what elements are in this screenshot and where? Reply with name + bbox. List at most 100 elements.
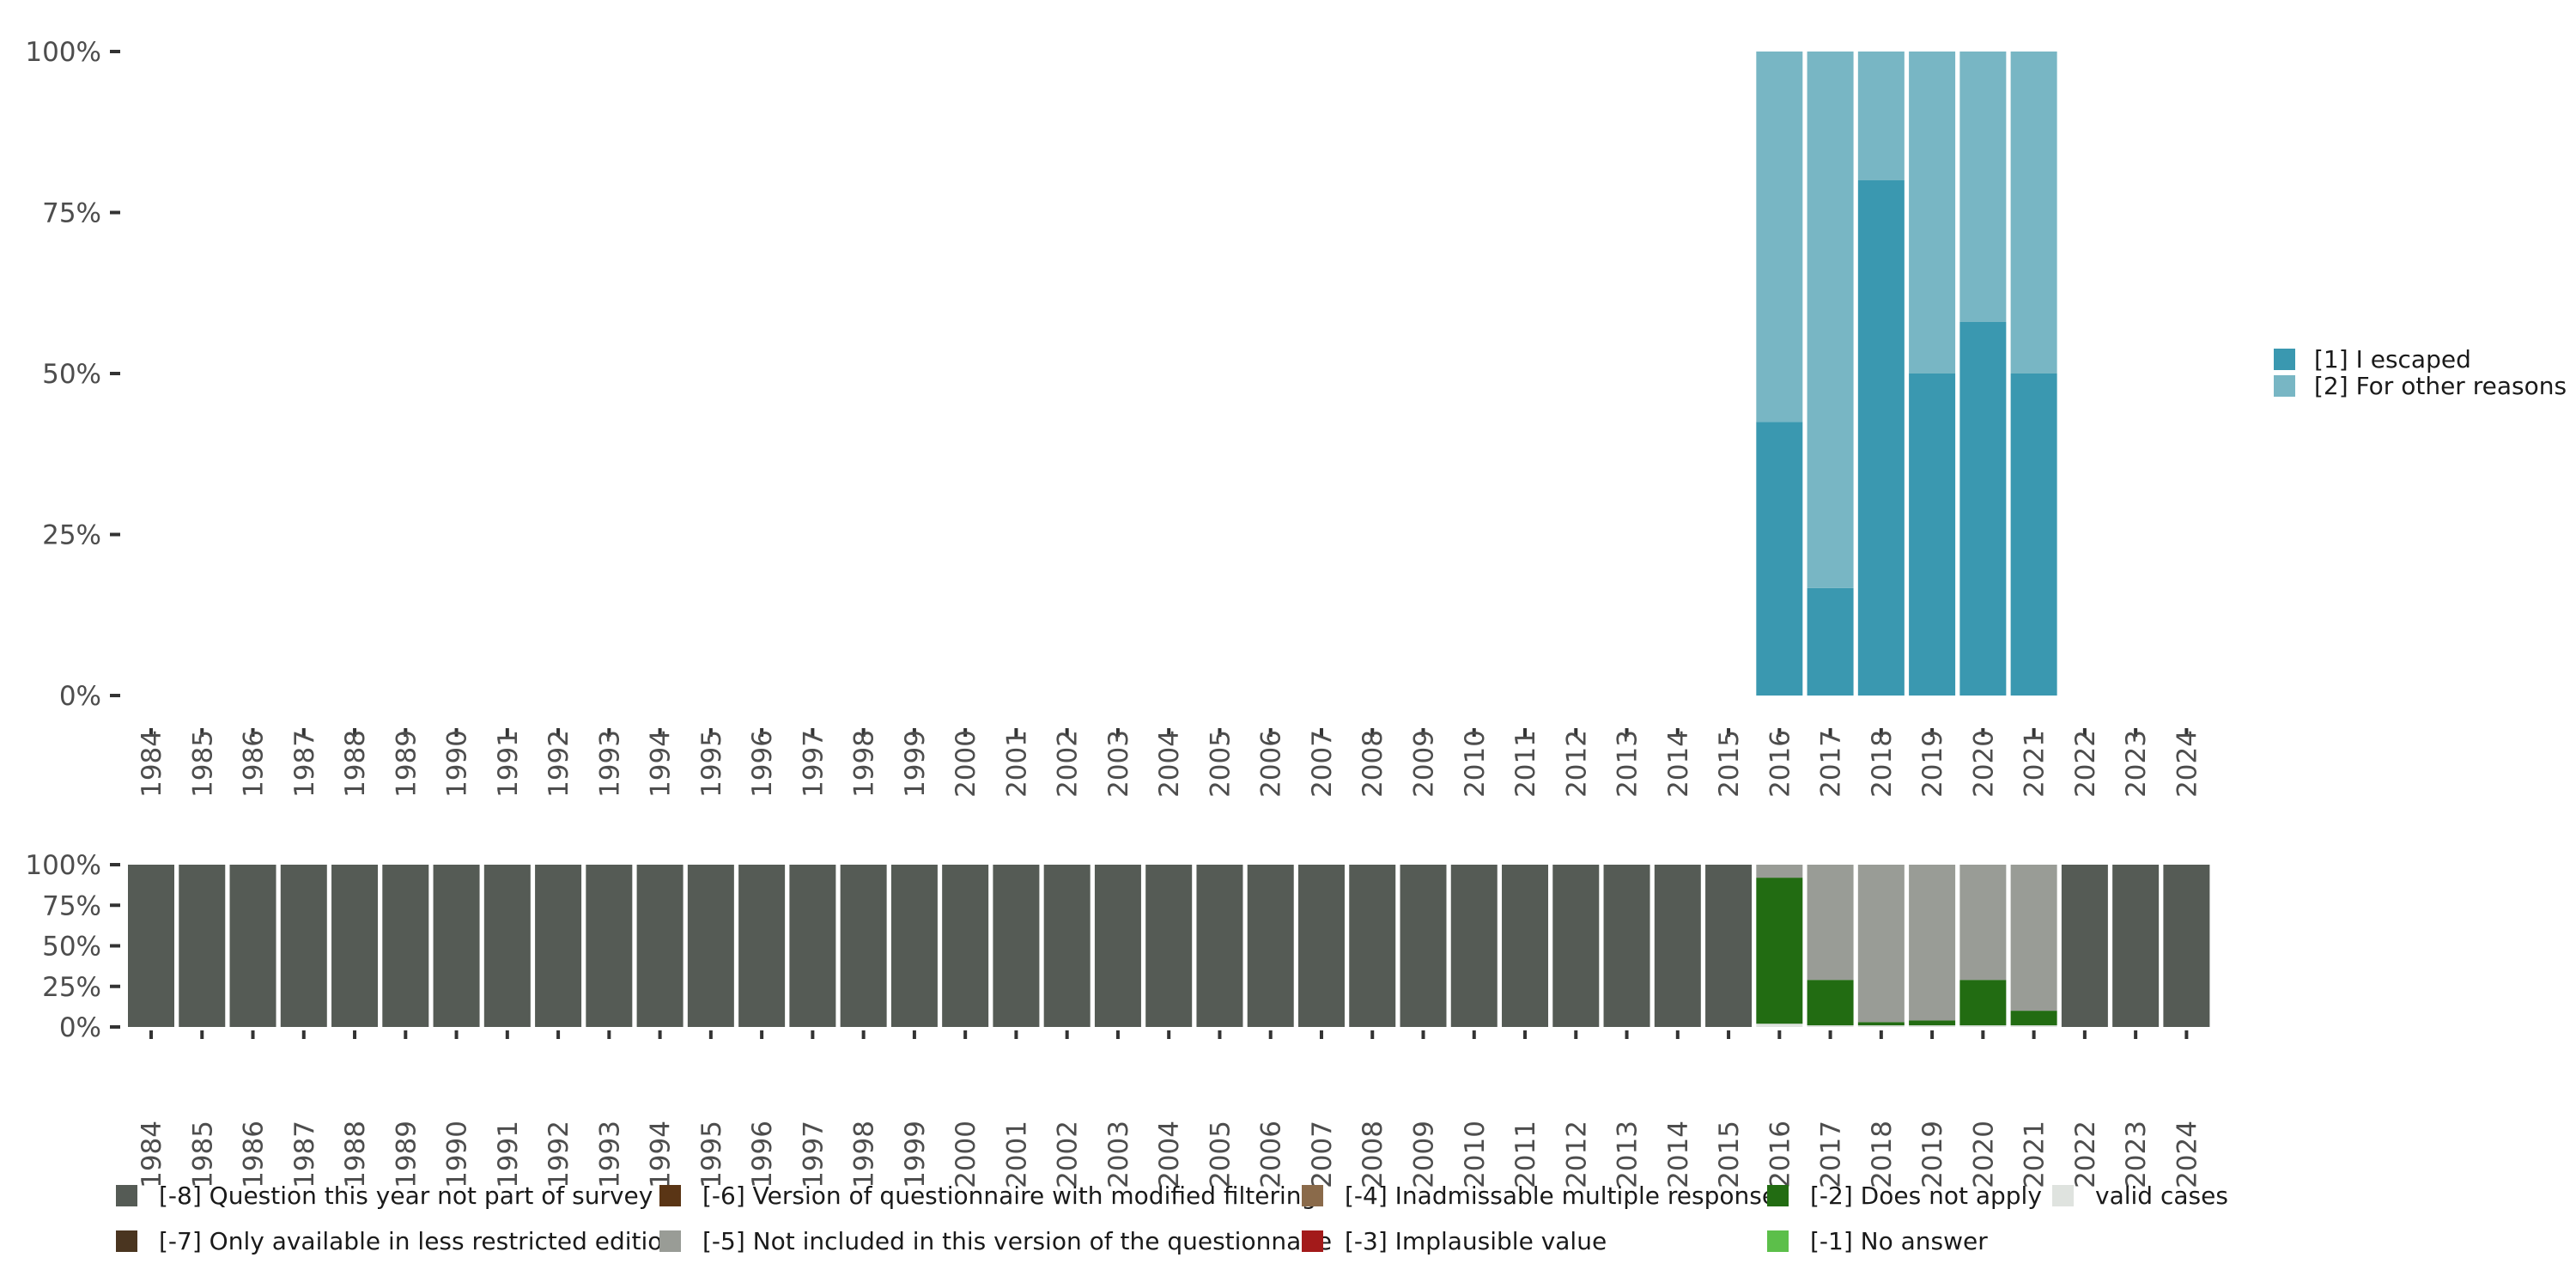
bar-segment	[1502, 865, 1549, 1027]
legend-label: [-3] Implausible value	[1345, 1227, 1607, 1255]
legend-label: [-4] Inadmissable multiple response	[1345, 1182, 1777, 1210]
bar-segment	[636, 865, 683, 1027]
x-tick-label: 2014	[1663, 730, 1694, 798]
x-tick-label: 1997	[798, 730, 829, 798]
x-tick-label: 2021	[2020, 1121, 2050, 1188]
y-tick-label: 25%	[42, 972, 101, 1003]
legend-swatch	[116, 1185, 137, 1206]
legend-label: [-5] Not included in this version of the…	[702, 1227, 1332, 1255]
x-tick-label: 1995	[696, 1121, 727, 1188]
x-tick-label: 1985	[187, 1121, 218, 1188]
legend-swatch	[659, 1185, 681, 1206]
x-tick-label: 2022	[2070, 730, 2101, 798]
bar-segment	[1196, 865, 1243, 1027]
x-tick-label: 1987	[289, 1121, 320, 1188]
x-tick-label: 1994	[646, 730, 677, 798]
x-tick-label: 2024	[2172, 1121, 2202, 1188]
bar-segment	[993, 865, 1040, 1027]
x-tick-label: 2017	[1816, 730, 1847, 798]
x-tick-label: 2019	[1917, 1121, 1948, 1188]
legend-swatch	[1767, 1230, 1789, 1252]
x-tick-label: 1989	[391, 1121, 422, 1188]
x-tick-label: 2010	[1460, 730, 1491, 798]
x-tick-label: 2003	[1103, 730, 1134, 798]
bar-segment	[1756, 422, 1803, 696]
bar-segment	[1247, 865, 1294, 1027]
bar-segment	[1959, 865, 2007, 981]
bar-segment	[535, 865, 582, 1027]
y-tick-label: 100%	[25, 850, 101, 881]
legend-label: [2] For other reasons	[2314, 372, 2567, 400]
bar-segment	[1909, 52, 1956, 374]
legend-swatch	[116, 1230, 137, 1252]
bar-segment	[382, 865, 429, 1027]
x-tick-label: 2005	[1205, 730, 1236, 798]
x-tick-label: 2014	[1663, 1121, 1694, 1188]
y-tick-label: 75%	[42, 890, 101, 921]
x-tick-label: 2013	[1613, 1121, 1643, 1188]
x-tick-label: 2001	[1001, 1121, 1032, 1188]
x-tick-label: 1990	[442, 1121, 473, 1188]
x-tick-label: 2019	[1917, 730, 1948, 798]
x-tick-label: 2016	[1765, 1121, 1795, 1188]
bar-segment	[1807, 980, 1854, 1026]
legend-swatch	[659, 1230, 681, 1252]
legend-label: valid cases	[2095, 1182, 2228, 1210]
x-tick-label: 2002	[1053, 730, 1084, 798]
x-tick-label: 1999	[900, 730, 931, 798]
x-tick-label: 2000	[951, 1121, 981, 1188]
x-tick-label: 2003	[1103, 1121, 1134, 1188]
x-tick-label: 2018	[1867, 1121, 1898, 1188]
bar-segment	[1909, 865, 1956, 1021]
legend-swatch	[2274, 349, 2295, 370]
y-tick-label: 50%	[42, 359, 101, 390]
bar-segment	[1857, 1025, 1905, 1027]
x-tick-label: 1984	[137, 730, 167, 798]
legend-label: [-8] Question this year not part of surv…	[159, 1182, 653, 1210]
x-tick-label: 2012	[1561, 730, 1592, 798]
bar-segment	[1959, 52, 2007, 322]
x-tick-label: 2015	[1714, 730, 1745, 798]
legend-label: [1] I escaped	[2314, 345, 2471, 374]
x-tick-label: 2007	[1307, 730, 1338, 798]
x-tick-label: 2007	[1307, 1121, 1338, 1188]
legend-swatch	[1767, 1185, 1789, 1206]
top-legend: [1] I escaped[2] For other reasons	[2274, 345, 2567, 400]
bar-segment	[2061, 865, 2108, 1027]
y-tick-label: 50%	[42, 932, 101, 963]
x-tick-label: 2023	[2121, 730, 2152, 798]
x-tick-label: 2008	[1358, 730, 1388, 798]
bar-segment	[2163, 865, 2210, 1027]
x-tick-label: 2004	[1154, 730, 1185, 798]
x-tick-label: 1998	[849, 1121, 880, 1188]
legend-swatch	[2052, 1185, 2074, 1206]
bar-segment	[2010, 374, 2057, 696]
bar-segment	[1857, 865, 1905, 1023]
bar-segment	[1857, 52, 1905, 180]
x-tick-label: 1999	[900, 1121, 931, 1188]
x-tick-label: 2008	[1358, 1121, 1388, 1188]
x-tick-label: 1986	[239, 730, 270, 798]
x-tick-label: 2009	[1409, 1121, 1440, 1188]
x-tick-label: 2011	[1510, 1121, 1541, 1188]
x-tick-label: 2024	[2172, 730, 2202, 798]
bar-segment	[2010, 52, 2057, 374]
bar-segment	[433, 865, 480, 1027]
x-tick-label: 1988	[340, 1121, 371, 1188]
x-tick-label: 1998	[849, 730, 880, 798]
x-tick-label: 1996	[747, 730, 778, 798]
legend-swatch	[1302, 1185, 1323, 1206]
x-tick-label: 2012	[1561, 1121, 1592, 1188]
x-tick-label: 2021	[2020, 730, 2050, 798]
bar-segment	[1959, 322, 2007, 696]
bar-segment	[1959, 1025, 2007, 1027]
x-tick-label: 1995	[696, 730, 727, 798]
bar-segment	[1756, 878, 1803, 1024]
bar-segment	[942, 865, 989, 1027]
y-tick-label: 0%	[59, 1012, 101, 1043]
bar-segment	[2010, 1011, 2057, 1026]
x-tick-label: 1990	[442, 730, 473, 798]
x-tick-label: 1992	[544, 1121, 574, 1188]
bar-segment	[280, 865, 327, 1027]
